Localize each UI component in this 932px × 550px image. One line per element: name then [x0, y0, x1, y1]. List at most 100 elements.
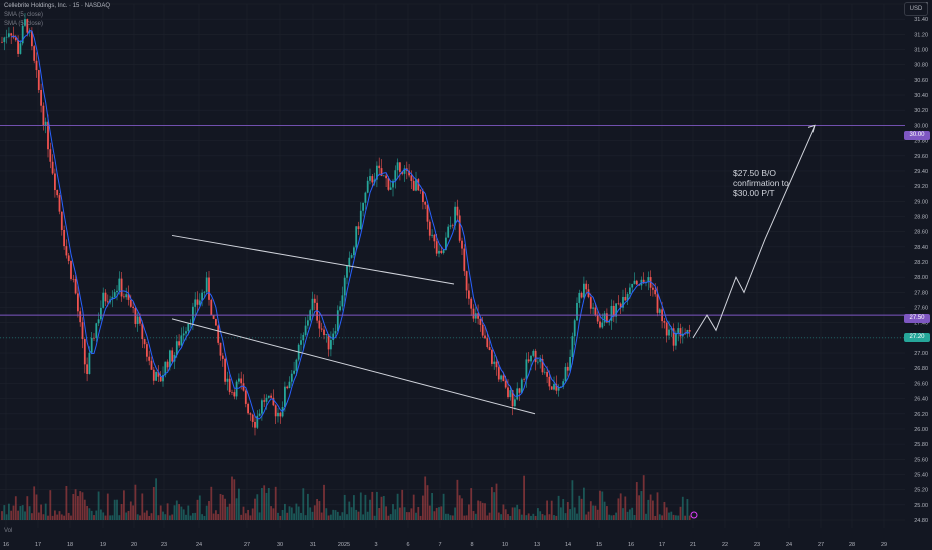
candle-body [596, 315, 599, 322]
volume-bar [97, 491, 100, 520]
candle-body [380, 168, 383, 176]
volume-bar [647, 499, 650, 520]
candle-body [474, 313, 477, 319]
volume-bar [267, 487, 270, 520]
volume-bar [221, 494, 224, 520]
candle-body [323, 329, 325, 336]
candle-body [562, 381, 565, 387]
candle-body [417, 179, 420, 191]
indicator-sma-1[interactable]: SMA (5, close) [4, 12, 44, 18]
volume-bar [274, 486, 277, 520]
candle-body [97, 319, 100, 324]
candle-body [100, 307, 102, 320]
candle-body [350, 255, 353, 258]
candle-body [502, 375, 505, 382]
volume-bar [472, 511, 475, 520]
volume-bar [67, 512, 70, 520]
volume-bar [125, 512, 128, 520]
time-tick-label: 14 [565, 542, 571, 548]
candle-body [615, 303, 617, 317]
candle-body [546, 371, 548, 377]
candle-body [336, 310, 339, 332]
price-tick-label: 28.40 [914, 245, 928, 251]
candle-body [633, 280, 636, 284]
time-tick-label: 8 [470, 542, 473, 548]
volume-bar [60, 514, 63, 520]
candle-body [463, 248, 466, 272]
time-tick-label: 24 [786, 542, 792, 548]
candle-body [353, 247, 355, 256]
candle-body [507, 387, 509, 398]
price-tick-label: 27.80 [914, 290, 928, 296]
candle-body [33, 46, 36, 61]
volume-bar [677, 515, 680, 520]
indicator-sma-2[interactable]: SMA (5, close) [4, 21, 44, 27]
volume-bar [477, 500, 479, 520]
time-tick-label: 22 [722, 542, 728, 548]
candle-body [72, 278, 75, 280]
wedge-lower-line [171, 318, 536, 415]
price-tick-label: 26.40 [914, 397, 928, 403]
volume-bar [642, 475, 645, 520]
volume-bar [619, 493, 622, 520]
volume-bar [143, 512, 146, 520]
candle-body [509, 390, 512, 398]
time-tick-label: 2025 [338, 542, 350, 548]
candle-body [240, 378, 243, 384]
time-tick-label: 23 [754, 542, 760, 548]
volume-bar [42, 514, 45, 520]
volume-bar [249, 515, 252, 520]
price-tick-label: 30.00 [914, 123, 928, 129]
volume-bar [81, 492, 84, 520]
price-tick-label: 31.40 [914, 17, 928, 23]
candle-body [201, 292, 203, 301]
volume-bar [456, 479, 459, 520]
volume-bar [470, 488, 473, 520]
candle-body [284, 386, 286, 407]
candle-body [445, 237, 447, 251]
candle-body [589, 297, 592, 309]
candle-body [366, 180, 369, 193]
time-axis[interactable]: 16 17 18 19 20 23 24 27 30 31 2025 3 6 7 8 10 13 14 15 16 17… [0, 538, 905, 550]
candle-body [205, 277, 208, 292]
volume-bar [100, 509, 102, 520]
price-tick-label: 26.60 [914, 381, 928, 387]
volume-bar [341, 512, 344, 520]
volume-bar [428, 505, 431, 520]
candle-body [194, 299, 197, 307]
candle-body [152, 369, 155, 381]
volume-bar [353, 495, 355, 520]
annotation-text[interactable]: $27.50 B/O confirmation to $30.00 P/T [733, 168, 813, 198]
candle-body [539, 359, 542, 362]
volume-bar [668, 512, 670, 520]
volume-bar [182, 509, 185, 520]
volume-bar [217, 514, 220, 520]
candle-body [548, 376, 551, 387]
candle-body [364, 192, 367, 203]
volume-bar [681, 496, 684, 520]
candle-body [610, 305, 613, 321]
currency-button[interactable]: USD [904, 2, 928, 16]
volume-bar [210, 486, 213, 520]
candle-body [203, 291, 206, 293]
volume-bar [281, 509, 284, 520]
volume-bar [155, 478, 157, 520]
volume-bar [203, 515, 206, 520]
candle-body [187, 323, 190, 332]
candle-body [635, 280, 638, 285]
volume-bar [332, 509, 335, 520]
volume-bar [272, 508, 275, 520]
price-axis[interactable]: 31.6031.4031.2031.0030.8030.6030.4030.20… [905, 0, 932, 550]
volume-bar [672, 514, 675, 520]
candle-body [376, 165, 378, 180]
time-tick-label: 16 [3, 542, 9, 548]
volume-bar [311, 511, 314, 520]
candle-body [330, 340, 332, 350]
volume-bar [530, 515, 532, 520]
volume-bar [573, 507, 576, 520]
candle-body [307, 320, 309, 326]
volume-bar [123, 490, 125, 520]
volume-bar [178, 504, 180, 520]
volume-bar [539, 511, 542, 520]
